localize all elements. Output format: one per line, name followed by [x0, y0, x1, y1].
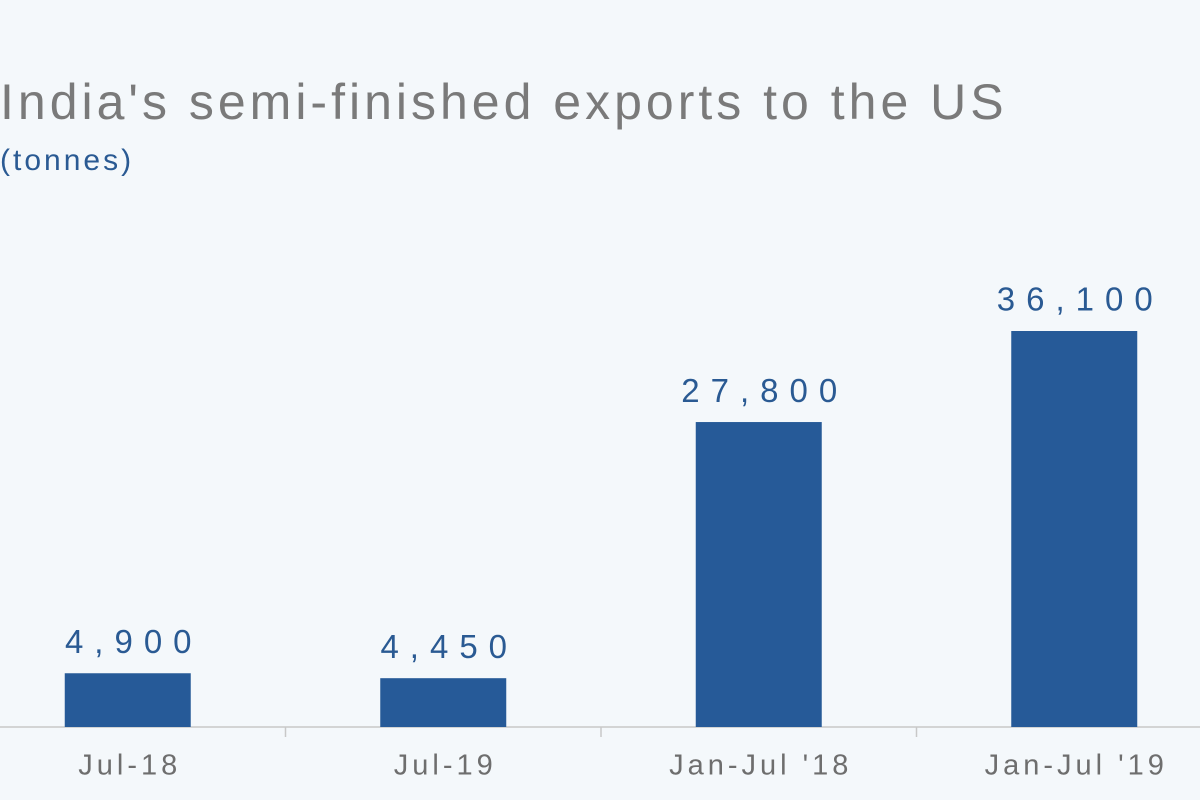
bar: [695, 422, 822, 727]
chart-subtitle: (tonnes): [0, 144, 134, 177]
value-label: 27,800: [681, 372, 848, 409]
value-label: 36,100: [997, 281, 1164, 318]
x-tick-label: Jan-Jul '18: [669, 750, 852, 782]
value-label: 4,900: [65, 623, 203, 660]
value-label: 4,450: [380, 628, 518, 665]
chart-title: India's semi-finished exports to the US: [0, 74, 1008, 130]
bar: [64, 673, 191, 727]
x-tick-label: Jul-19: [394, 750, 497, 782]
x-tick-label: Jul-18: [78, 750, 181, 782]
bar: [1011, 331, 1138, 727]
bar: [380, 678, 507, 727]
x-tick-label: Jan-Jul '19: [985, 750, 1168, 782]
